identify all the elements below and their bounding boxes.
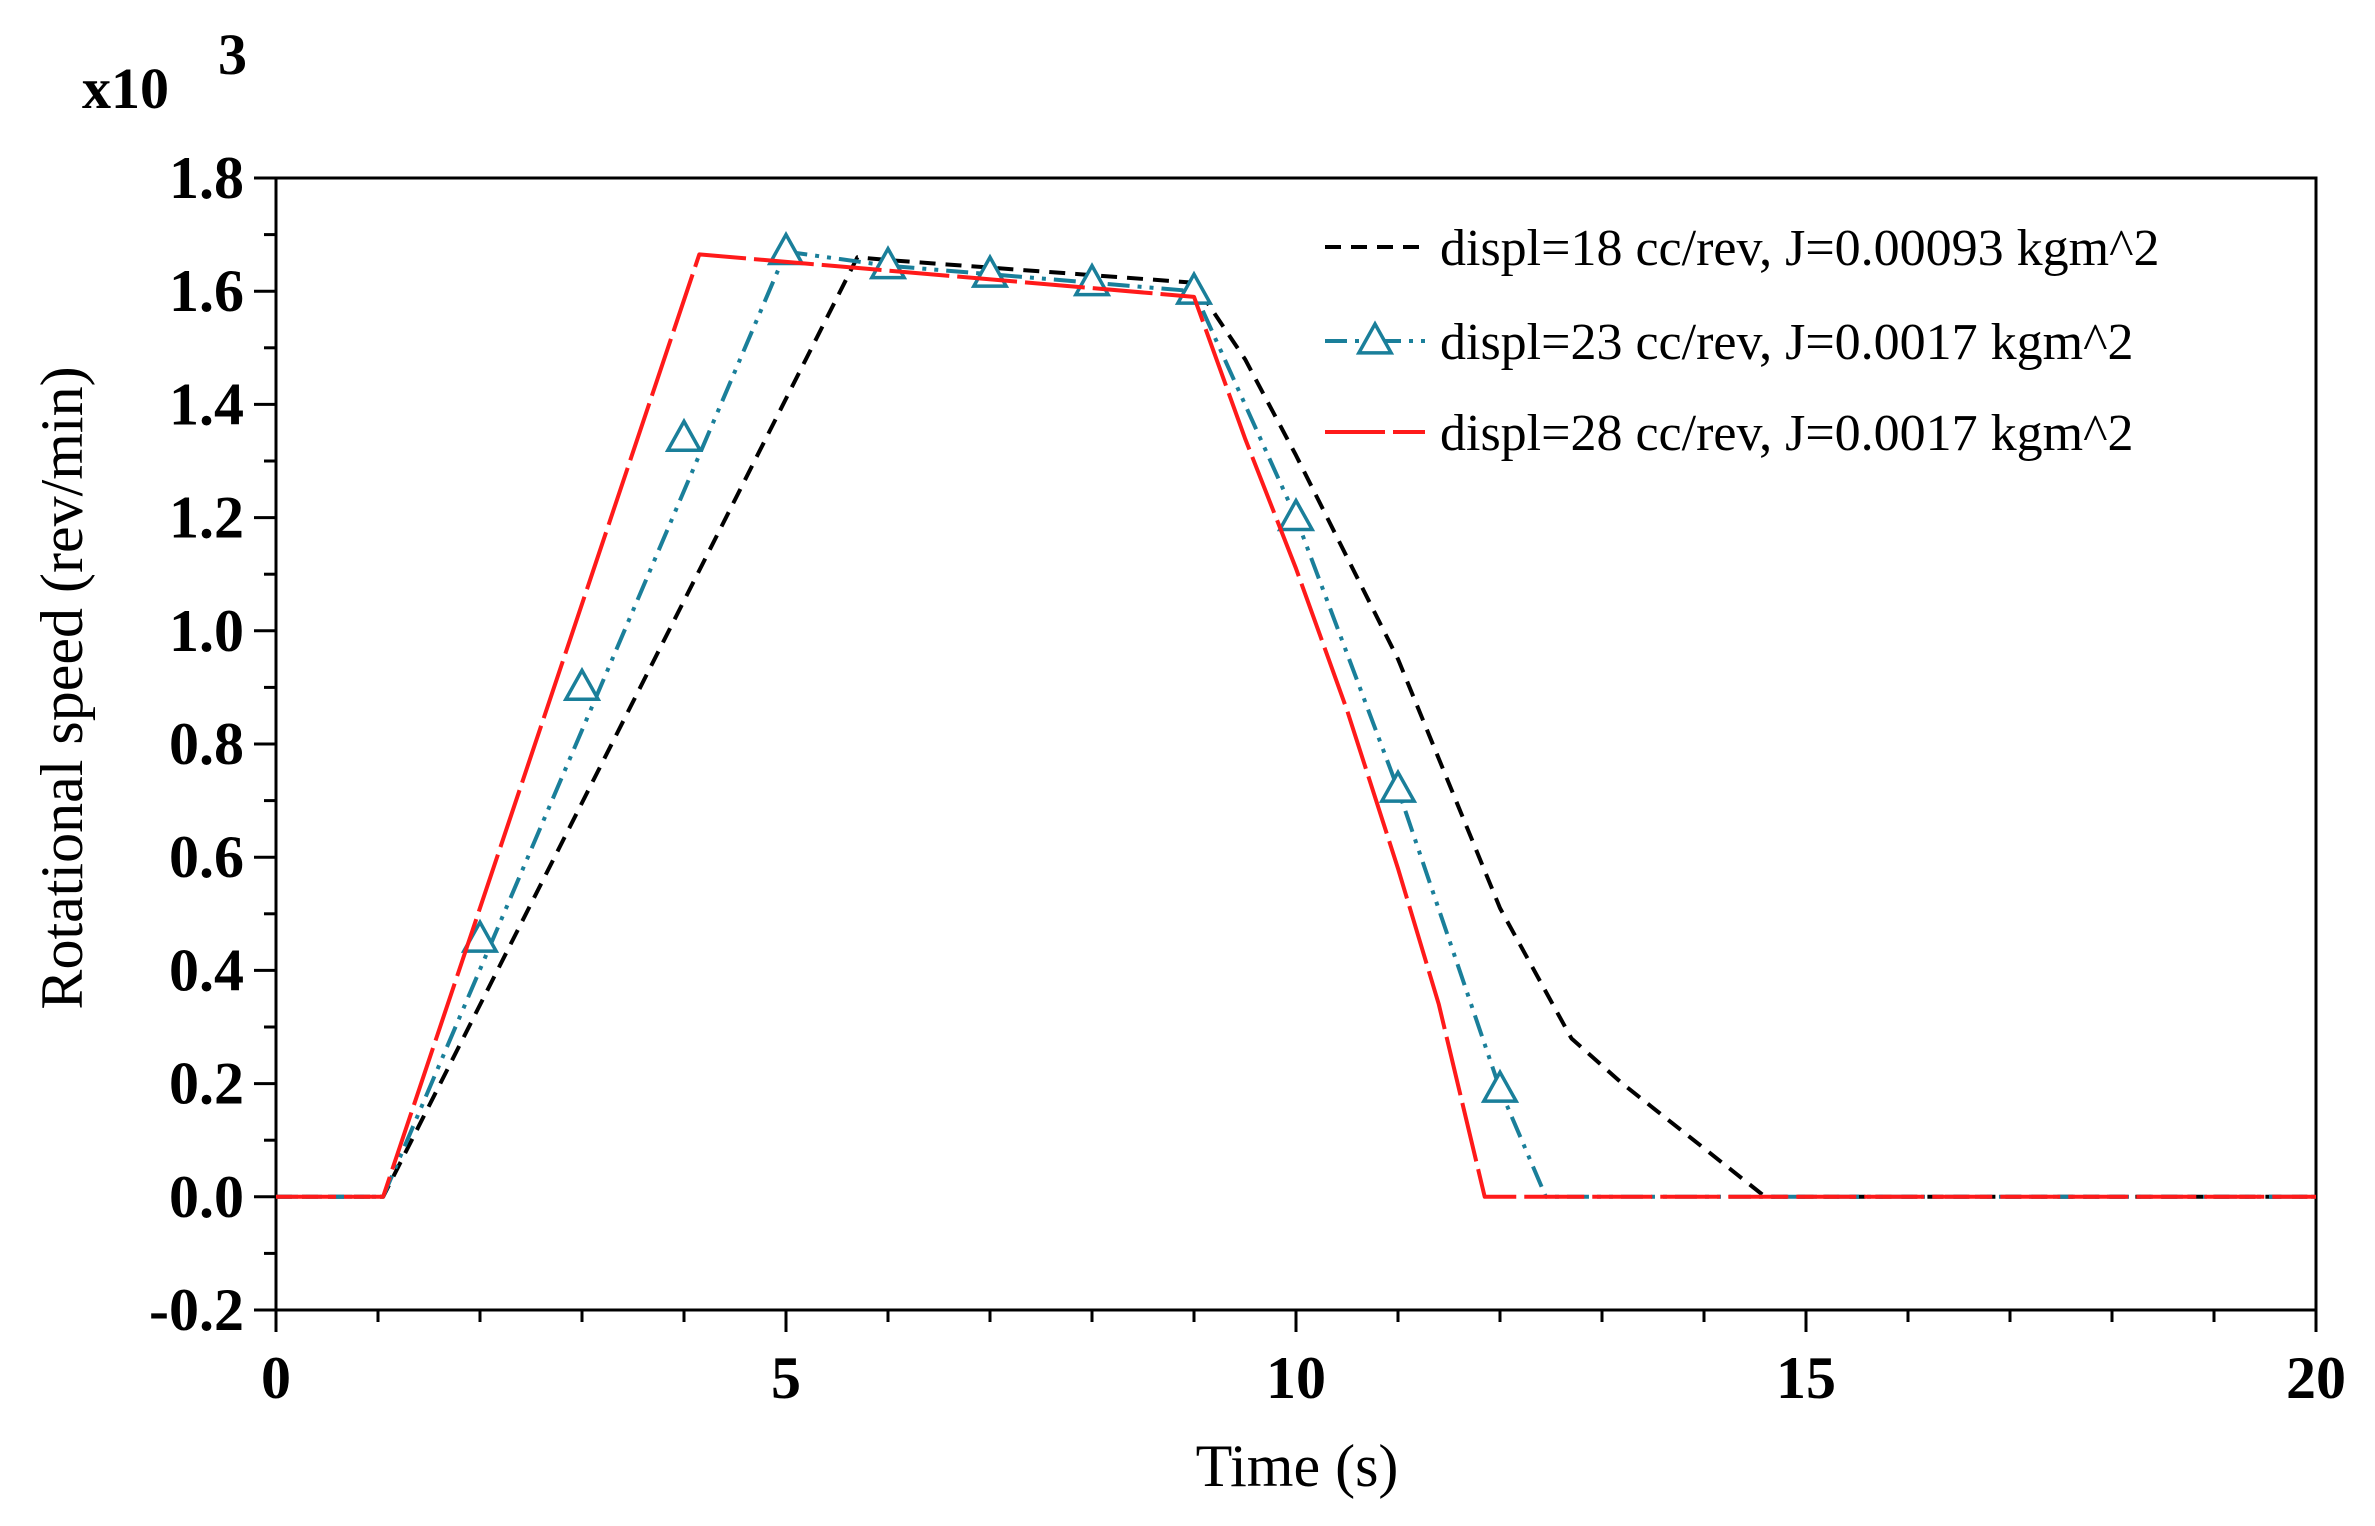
- y-tick-label: 0.4: [169, 937, 244, 1003]
- y-axis-multiplier: x10: [82, 56, 169, 121]
- series-1: [276, 255, 2316, 1199]
- y-axis-label: Rotational speed (rev/min): [29, 366, 95, 1009]
- x-tick-label: 15: [1776, 1345, 1836, 1411]
- legend-label-2: displ=23 cc/rev, J=0.0017 kgm^2: [1440, 314, 2134, 371]
- x-tick-label: 10: [1266, 1345, 1326, 1411]
- y-tick-label: 1.8: [169, 145, 244, 211]
- legend-label-3: displ=28 cc/rev, J=0.0017 kgm^2: [1440, 405, 2134, 462]
- x-tick-label: 20: [2286, 1345, 2346, 1411]
- y-tick-label: 0.8: [169, 711, 244, 777]
- y-tick-label: 0.0: [169, 1164, 244, 1230]
- y-tick-label: -0.2: [149, 1277, 244, 1343]
- y-axis-multiplier-exponent: 3: [218, 22, 247, 87]
- legend: displ=18 cc/rev, J=0.00093 kgm^2 displ=23…: [1325, 220, 2160, 462]
- series-2-marker: [1276, 497, 1316, 532]
- legend-marker-2: [1355, 320, 1395, 355]
- x-tick-label: 5: [771, 1345, 801, 1411]
- series-1-line: [276, 255, 2316, 1199]
- x-axis-label: Time (s): [1196, 1433, 1399, 1499]
- legend-label-1: displ=18 cc/rev, J=0.00093 kgm^2: [1440, 220, 2160, 277]
- y-tick-label: 1.0: [169, 598, 244, 664]
- series-2: [276, 230, 2316, 1199]
- x-tick-label: 0: [261, 1345, 291, 1411]
- y-axis: -0.2 0.0 0.2 0.4 0.6 0.8 1.0 1.2 1.4 1.6 1.8: [149, 145, 276, 1343]
- series-layer: [276, 230, 2316, 1199]
- y-axis-multiplier-base: x10: [82, 56, 169, 121]
- x-axis: 0 5 10 15 20: [261, 1310, 2346, 1411]
- y-tick-label: 1.6: [169, 258, 244, 324]
- y-tick-label: 1.2: [169, 485, 244, 551]
- series-2-marker: [1480, 1068, 1520, 1103]
- series-2-marker: [1378, 768, 1418, 803]
- y-tick-label: 0.6: [169, 824, 244, 890]
- series-3: [276, 252, 2316, 1199]
- y-tick-label: 1.4: [169, 371, 244, 437]
- y-tick-label: 0.2: [169, 1051, 244, 1117]
- series-2-marker: [562, 666, 602, 702]
- series-2-marker: [664, 417, 704, 453]
- series-2-line: [276, 249, 2316, 1199]
- series-3-line: [276, 252, 2316, 1199]
